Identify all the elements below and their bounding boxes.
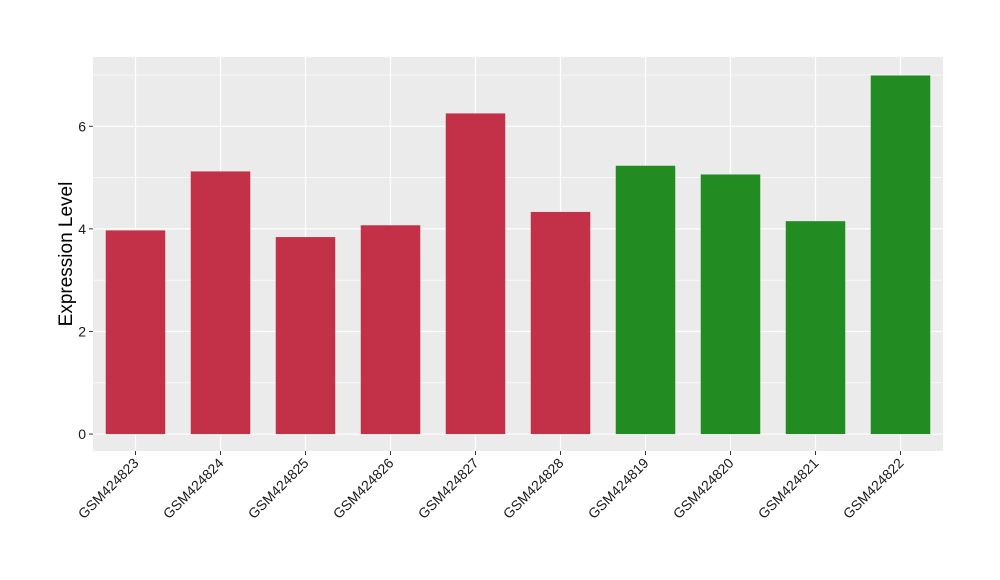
x-tick-label: GSM424822 <box>840 455 907 522</box>
x-tick-label: GSM424825 <box>245 455 312 522</box>
bar-GSM424820 <box>700 174 761 435</box>
x-tick-label: GSM424824 <box>160 455 227 522</box>
bar-GSM424826 <box>360 225 421 435</box>
x-tick-label: GSM424819 <box>585 455 652 522</box>
y-tick-label: 2 <box>78 323 86 339</box>
y-axis-title: Expression Level <box>56 182 77 327</box>
x-tick-label: GSM424827 <box>415 455 482 522</box>
bar-GSM424824 <box>190 171 251 435</box>
x-tick-label: GSM424821 <box>755 455 822 522</box>
x-tick-label: GSM424820 <box>670 455 737 522</box>
bar-GSM424821 <box>785 221 846 435</box>
x-tick-label: GSM424823 <box>75 455 142 522</box>
y-tick-label: 0 <box>78 426 86 442</box>
x-tick-label: GSM424826 <box>330 455 397 522</box>
y-tick-label: 4 <box>78 221 86 237</box>
x-tick-label: GSM424828 <box>500 455 567 522</box>
bars <box>105 75 931 435</box>
bar-GSM424828 <box>530 211 591 435</box>
y-tick-label: 6 <box>78 118 86 134</box>
bar-GSM424819 <box>615 165 676 435</box>
bar-GSM424825 <box>275 237 336 435</box>
bar-GSM424823 <box>105 230 166 435</box>
bar-GSM424822 <box>870 75 931 435</box>
bar-GSM424827 <box>445 113 506 435</box>
